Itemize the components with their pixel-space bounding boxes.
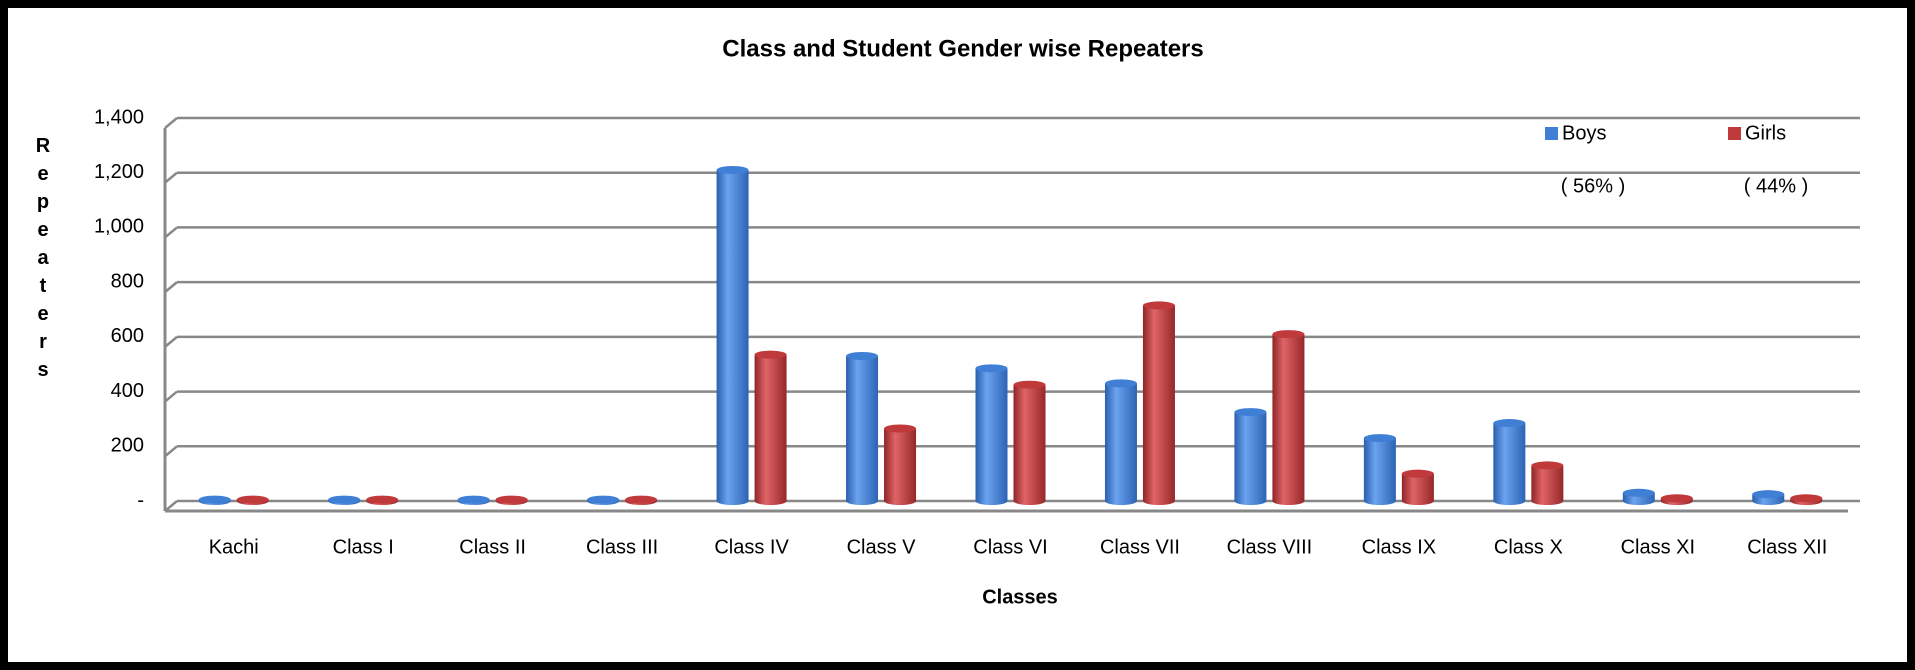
grid-depth <box>164 335 178 348</box>
bar-cap <box>1104 379 1137 388</box>
bar-cap <box>1493 419 1526 428</box>
bar-cap <box>625 495 658 504</box>
bar <box>846 356 879 501</box>
x-tick-label: Class V <box>847 536 917 558</box>
x-tick-label: Class I <box>333 536 394 558</box>
bar-cap <box>1401 469 1434 478</box>
y-tick-label: 800 <box>111 270 144 292</box>
bar-base <box>846 497 879 505</box>
x-tick-label: Class VIII <box>1227 536 1313 558</box>
bar-cap <box>198 495 231 504</box>
bar-base <box>1622 497 1655 505</box>
x-tick-label: Class XI <box>1621 536 1695 558</box>
bar-cap <box>1531 461 1564 470</box>
bar <box>754 354 787 501</box>
legend-label: Boys <box>1562 122 1606 144</box>
bar-base <box>754 497 787 505</box>
bar <box>884 428 917 501</box>
y-tick-label: 400 <box>111 380 144 402</box>
grid-depth <box>164 226 178 239</box>
bar-base <box>1013 497 1046 505</box>
bar-cap <box>1752 490 1785 499</box>
x-tick-label: Class IV <box>714 536 789 558</box>
bar-cap <box>884 424 917 433</box>
bar-cap <box>1363 434 1396 443</box>
bar-cap <box>1790 494 1823 503</box>
grid-depth <box>164 171 178 184</box>
bar-base <box>1142 497 1175 505</box>
chart-title: Class and Student Gender wise Repeaters <box>722 35 1204 62</box>
grid-depth <box>164 117 178 129</box>
bar-cap <box>1013 380 1046 389</box>
y-axis-label: Repeaters <box>32 135 54 387</box>
bar <box>716 169 749 501</box>
bar <box>1272 334 1305 501</box>
x-tick-label: Class II <box>459 536 526 558</box>
y-tick-label: - <box>137 489 144 511</box>
bar-base <box>1272 497 1305 505</box>
bar <box>1104 383 1137 501</box>
grid-depth <box>164 281 178 294</box>
bar <box>1493 423 1526 501</box>
bar-cap <box>457 495 490 504</box>
bar-cap <box>495 495 528 504</box>
bar <box>1142 305 1175 501</box>
bar <box>1234 412 1267 501</box>
bar-base <box>1234 497 1267 505</box>
bar <box>975 368 1008 501</box>
x-tick-label: Class IX <box>1362 536 1436 558</box>
bar-base <box>975 497 1008 505</box>
grid-depth <box>164 500 178 512</box>
bar-cap <box>236 495 269 504</box>
bar-base <box>1752 497 1785 505</box>
y-tick-label: 1,000 <box>94 216 144 238</box>
bar-cap <box>846 352 879 361</box>
legend-label: Girls <box>1745 122 1786 144</box>
bar-cap <box>328 495 361 504</box>
bar <box>1401 473 1434 501</box>
bar-cap <box>1622 488 1655 497</box>
bar-cap <box>1234 408 1267 417</box>
y-tick-label: 200 <box>111 435 144 457</box>
bar-cap <box>587 495 620 504</box>
bar-cap <box>366 495 399 504</box>
bar-base <box>716 497 749 505</box>
x-tick-label: Class III <box>586 536 658 558</box>
x-tick-label: Class X <box>1494 536 1563 558</box>
bar-cap <box>1272 330 1305 339</box>
legend-swatch <box>1545 127 1558 140</box>
bar-base <box>884 497 917 505</box>
bar-cap <box>716 165 749 174</box>
bar-cap <box>1660 494 1693 503</box>
x-tick-label: Class VII <box>1100 536 1180 558</box>
bar-cap <box>1142 301 1175 310</box>
x-tick-label: Class XII <box>1747 536 1827 558</box>
bar <box>1013 384 1046 501</box>
legend-swatch <box>1728 127 1741 140</box>
y-tick-label: 1,400 <box>94 106 144 128</box>
bar-base <box>1104 497 1137 505</box>
y-tick-label: 1,200 <box>94 161 144 183</box>
grid-depth <box>164 390 178 403</box>
legend-share: ( 56% ) <box>1561 175 1625 197</box>
grid-depth <box>164 445 178 458</box>
bar <box>1622 492 1655 501</box>
legend-share: ( 44% ) <box>1744 175 1808 197</box>
bar-base <box>1363 497 1396 505</box>
x-tick-label: Kachi <box>209 536 259 558</box>
bar-cap <box>975 364 1008 373</box>
bar <box>1531 465 1564 501</box>
x-tick-label: Class VI <box>973 536 1047 558</box>
y-tick-label: 600 <box>111 325 144 347</box>
bar-cap <box>754 350 787 359</box>
bar-base <box>1493 497 1526 505</box>
bar <box>1363 438 1396 501</box>
bar-base <box>1401 497 1434 505</box>
x-axis-label: Classes <box>982 586 1058 608</box>
bar-base <box>1531 497 1564 505</box>
